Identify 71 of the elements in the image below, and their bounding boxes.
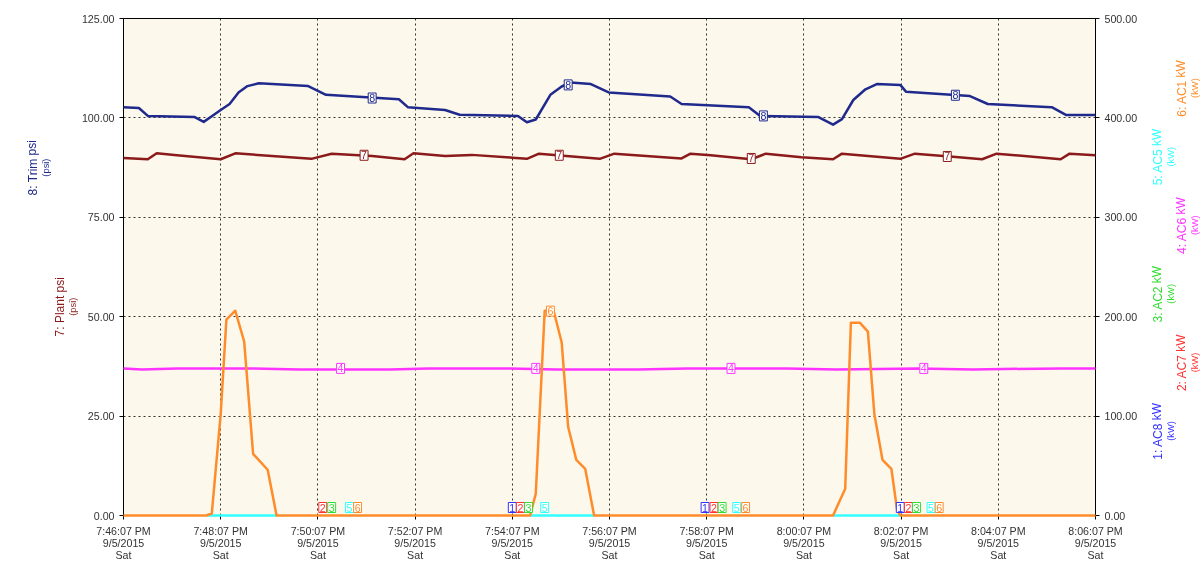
annotation: 2: [711, 501, 718, 514]
annotation: 1: [509, 501, 516, 514]
y2-axis-title: (kW): [1165, 146, 1176, 167]
annotation: 2: [517, 501, 524, 514]
legend-label: 1: AC8 kW: [1150, 402, 1165, 460]
text: 6: AC1 kW: [1174, 59, 1189, 117]
annotation: 6: [547, 305, 554, 318]
annotation: 3: [525, 501, 532, 514]
y2-tick-label: 200.00: [1104, 310, 1138, 323]
y2-tick-label: 0.00: [1104, 509, 1126, 522]
text: 8: Trim psi: [25, 140, 40, 196]
annotation: 1: [702, 501, 709, 514]
line-series: [122, 81, 1097, 126]
annotation: 3: [719, 501, 726, 514]
text: 7: Plant psi: [52, 277, 67, 337]
x-tick-label: 8:06:07 PM 9/5/2015 Sat: [1068, 524, 1123, 561]
text: (kW): [1189, 215, 1200, 236]
annotation: 8: [565, 78, 572, 91]
x-tick-label: 7:52:07 PM 9/5/2015 Sat: [387, 524, 443, 561]
annotation: 2: [905, 501, 912, 514]
annotation: 4: [920, 362, 927, 375]
legend-label: 3: AC2 kW: [1150, 265, 1165, 323]
annotation: 7: [748, 152, 755, 165]
annotation: 5: [346, 501, 353, 514]
annotation: 8: [952, 89, 959, 102]
annotation: 5: [541, 501, 548, 514]
annotation: 4: [728, 362, 735, 375]
text: 4: AC6 kW: [1174, 196, 1189, 254]
text: (kW): [1189, 78, 1200, 98]
annotation: 1: [897, 501, 904, 514]
y2-tick-label: 400.00: [1104, 111, 1138, 124]
annotation: 5: [733, 501, 740, 514]
annotation: 7: [556, 149, 563, 162]
y-tick-label: 0.00: [93, 509, 115, 522]
x-tick-label: 8:02:07 PM 9/5/2015 Sat: [873, 524, 929, 561]
y-tick-label: 25.00: [87, 410, 115, 423]
annotation: 6: [936, 501, 943, 514]
annotation: 6: [354, 501, 361, 514]
x-tick-label: 8:00:07 PM 9/5/2015 Sat: [776, 524, 832, 561]
y-tick-label: 75.00: [87, 211, 115, 224]
annotation: 3: [328, 501, 335, 514]
annotation: 5: [928, 501, 935, 514]
y-tick-label: 100.00: [81, 111, 115, 124]
y-tick-label: 50.00: [87, 310, 115, 323]
annotation: 8: [369, 92, 376, 105]
annotation: 4: [532, 362, 539, 375]
annotation: 7: [944, 150, 951, 163]
y-tick-label: 125.00: [81, 12, 115, 25]
x-tick-label: 7:56:07 PM 9/5/2015 Sat: [582, 524, 637, 561]
y2-tick-label: 100.00: [1104, 410, 1138, 423]
x-tick-label: 7:50:07 PM 9/5/2015 Sat: [290, 524, 346, 561]
text: (kW): [1189, 352, 1200, 373]
x-tick-label: 8:04:07 PM 9/5/2015 Sat: [971, 524, 1026, 561]
y-axis-title: (psi): [68, 297, 79, 316]
text: (kW): [1165, 421, 1176, 441]
annotation: 8: [760, 109, 767, 122]
text: (kW): [1165, 283, 1176, 304]
x-tick-label: 7:58:07 PM 9/5/2015 Sat: [679, 524, 734, 561]
annotation: 3: [913, 501, 920, 514]
annotation: 4: [337, 362, 344, 375]
annotation: 6: [742, 501, 749, 514]
x-tick-label: 7:46:07 PM 9/5/2015 Sat: [96, 524, 151, 561]
y2-tick-label: 500.00: [1104, 12, 1138, 25]
x-tick-label: 7:48:07 PM 9/5/2015 Sat: [193, 524, 248, 561]
text: 5: AC5 kW: [1150, 127, 1165, 186]
text: (psi): [41, 158, 52, 177]
legend-label: 2: AC7 kW: [1174, 333, 1189, 392]
annotation: 2: [319, 501, 326, 514]
x-tick-label: 7:54:07 PM 9/5/2015 Sat: [485, 524, 540, 561]
y2-tick-label: 300.00: [1104, 211, 1138, 224]
annotation: 7: [361, 149, 368, 162]
